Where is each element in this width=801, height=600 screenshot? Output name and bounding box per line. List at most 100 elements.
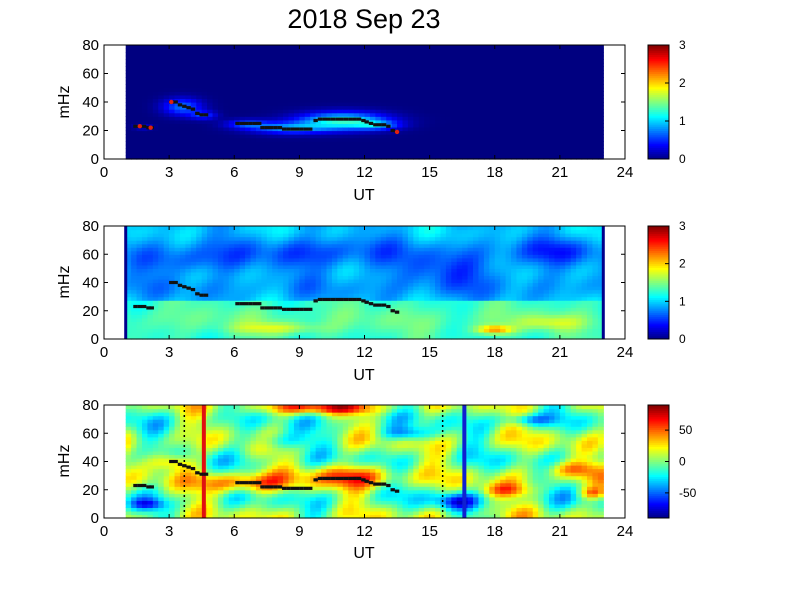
panel-top-heatmap-cell bbox=[418, 126, 425, 132]
panel-top-heatmap-cell bbox=[483, 94, 490, 100]
panel-middle-heatmap-cell bbox=[239, 275, 246, 280]
panel-top-heatmap-cell bbox=[451, 151, 458, 157]
panel-middle-heatmap-cell bbox=[272, 314, 279, 319]
panel-middle-heatmap-cell bbox=[364, 233, 371, 238]
panel-top-xticks: 0 3 6 9 12 15 18 21 24 bbox=[100, 45, 633, 181]
panel-top-heatmap-cell bbox=[521, 134, 528, 139]
panel-top-heatmap-cell bbox=[190, 87, 197, 92]
panel-middle-heatmap-cell bbox=[386, 271, 393, 277]
panel-top-heatmap-cell bbox=[581, 126, 588, 132]
panel-middle-heatmap-cell bbox=[451, 324, 458, 330]
panel-top-heatmap-cell bbox=[266, 109, 273, 114]
panel-top-heatmap-cell bbox=[559, 119, 566, 124]
panel-top-heatmap-cell bbox=[136, 112, 143, 117]
panel-middle-heatmap-cell bbox=[315, 250, 322, 255]
panel-top-heatmap-cell bbox=[266, 77, 273, 82]
panel-top-heatmap-cell bbox=[261, 112, 268, 117]
panel-middle-heatmap-cell bbox=[158, 307, 165, 312]
panel-top-heatmap-cell bbox=[272, 141, 279, 146]
panel-top-heatmap-cell bbox=[576, 55, 583, 60]
panel-top-heatmap-cell bbox=[136, 77, 143, 82]
panel-top-heatmap-cell bbox=[304, 116, 311, 121]
panel-middle-heatmap-cell bbox=[125, 321, 132, 326]
panel-top-heatmap-cell bbox=[310, 87, 317, 92]
panel-middle-heatmap-cell bbox=[141, 233, 149, 238]
panel-middle-heatmap-cell bbox=[424, 321, 431, 326]
panel-middle-heatmap-cell bbox=[228, 278, 235, 284]
panel-middle-heatmap-cell bbox=[158, 324, 165, 330]
panel-middle-heatmap-cell bbox=[212, 247, 219, 252]
panel-middle-heatmap-cell bbox=[163, 324, 170, 330]
panel-middle-heatmap-cell bbox=[337, 314, 344, 319]
panel-top-heatmap-cell bbox=[445, 123, 452, 128]
panel-middle-heatmap-cell bbox=[223, 243, 230, 248]
panel-middle-heatmap-cell bbox=[141, 254, 149, 259]
panel-top-heatmap-cell bbox=[413, 155, 420, 160]
panel-middle-heatmap-cell bbox=[407, 335, 414, 340]
panel-middle-heatmap-cell bbox=[185, 296, 192, 301]
panel-middle-heatmap-cell bbox=[407, 317, 414, 322]
panel-top-heatmap-cell bbox=[473, 77, 480, 82]
panel-middle-heatmap-cell bbox=[375, 278, 382, 284]
panel-middle-heatmap-cell bbox=[147, 261, 154, 266]
panel-middle-heatmap-cell bbox=[402, 310, 409, 315]
panel-middle-heatmap-cell bbox=[158, 303, 165, 308]
panel-top-heatmap-cell bbox=[179, 91, 187, 96]
panel-top-heatmap-cell bbox=[592, 59, 599, 64]
panel-middle-heatmap-cell bbox=[201, 247, 208, 252]
panel-top-heatmap-cell bbox=[315, 123, 322, 128]
panel-top-heatmap-cell bbox=[500, 130, 507, 135]
panel-middle-heatmap-cell bbox=[217, 293, 224, 298]
panel-middle-heatmap-cell bbox=[217, 328, 224, 333]
panel-middle-heatmap-cell bbox=[451, 233, 458, 238]
panel-top-heatmap-cell bbox=[391, 109, 398, 114]
panel-middle-heatmap-cell bbox=[375, 271, 382, 277]
panel-top-colorbar-segment bbox=[648, 77, 669, 80]
panel-top-heatmap-cell bbox=[131, 52, 138, 57]
panel-top-heatmap-cell bbox=[581, 87, 588, 92]
panel-top-heatmap-cell bbox=[136, 155, 143, 160]
panel-top-heatmap-cell bbox=[462, 69, 469, 75]
panel-middle-heatmap-cell bbox=[440, 286, 447, 291]
panel-top-heatmap-cell bbox=[369, 155, 376, 160]
panel-top-heatmap-cell bbox=[581, 84, 588, 89]
panel-top-heatmap-cell bbox=[283, 80, 290, 85]
panel-middle-heatmap-cell bbox=[451, 261, 458, 266]
panel-middle-heatmap-cell bbox=[413, 282, 420, 287]
panel-top-heatmap-cell bbox=[207, 84, 214, 89]
panel-middle-heatmap-cell bbox=[462, 317, 469, 322]
panel-top-heatmap-cell bbox=[266, 98, 273, 103]
panel-top-heatmap-cell bbox=[310, 84, 317, 89]
panel-top-heatmap-cell bbox=[424, 155, 431, 160]
panel-top-heatmap-cell bbox=[597, 130, 604, 135]
panel-middle-heatmap-cell bbox=[141, 243, 149, 248]
panel-top-heatmap-cell bbox=[234, 84, 241, 89]
panel-top-heatmap-cell bbox=[293, 45, 300, 50]
panel-top-heatmap-cell bbox=[250, 69, 257, 75]
panel-middle-heatmap-cell bbox=[125, 324, 132, 330]
panel-middle-heatmap-cell bbox=[131, 236, 138, 241]
panel-top-heatmap-cell bbox=[429, 62, 436, 67]
panel-top-heatmap-cell bbox=[353, 80, 360, 85]
panel-middle-heatmap-cell bbox=[337, 310, 344, 315]
panel-top-heatmap-cell bbox=[179, 134, 187, 139]
panel-top-heatmap-cell bbox=[353, 45, 360, 50]
panel-top-heatmap-cell bbox=[581, 155, 588, 160]
panel-middle-heatmap-cell bbox=[418, 314, 425, 319]
panel-middle-heatmap-cell bbox=[380, 321, 387, 326]
panel-middle-heatmap-cell bbox=[185, 282, 192, 287]
panel-top-heatmap-cell bbox=[169, 62, 176, 67]
panel-middle-heatmap-cell bbox=[429, 243, 436, 248]
panel-middle-heatmap-cell bbox=[147, 286, 154, 291]
panel-top-heatmap-cell bbox=[234, 55, 241, 60]
panel-top-heatmap-cell bbox=[576, 45, 583, 50]
panel-top-heatmap-cell bbox=[190, 77, 197, 82]
panel-middle-heatmap-cell bbox=[451, 296, 458, 301]
panel-middle-heatmap-cell bbox=[418, 233, 425, 238]
panel-top-heatmap-cell bbox=[581, 141, 588, 146]
panel-top-heatmap-cell bbox=[440, 105, 447, 110]
panel-top-heatmap-cell bbox=[565, 94, 572, 100]
panel-top-heatmap-cell bbox=[201, 55, 208, 60]
panel-top-heatmap-cell bbox=[261, 77, 268, 82]
panel-middle-heatmap-cell bbox=[397, 243, 404, 248]
